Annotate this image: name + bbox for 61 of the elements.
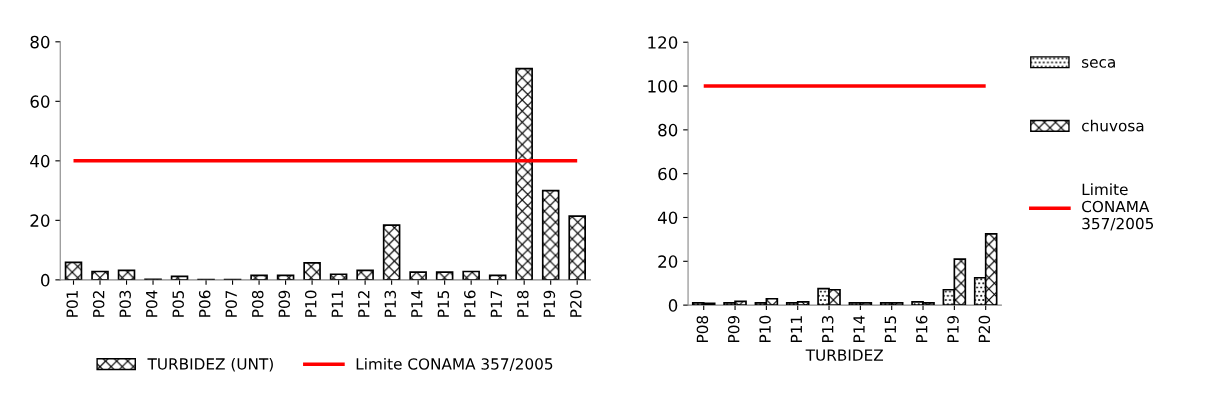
x-tick-label: P04 (145, 290, 158, 317)
bar (64, 261, 83, 280)
bar (382, 224, 401, 280)
bar (515, 67, 533, 280)
bar (329, 273, 348, 280)
x-tick-label: P14 (411, 290, 423, 317)
bar (541, 189, 560, 280)
legend-label: TURBIDEZ (UNT) (147, 357, 273, 372)
y-tick-label: 0 (668, 299, 678, 312)
x-tick-label: P19 (947, 315, 959, 342)
bar (409, 271, 427, 280)
y-tick-label: 60 (658, 167, 678, 181)
x-tick-label: P15 (884, 316, 897, 342)
y-tick-label: 60 (30, 95, 50, 108)
bar (435, 271, 454, 280)
x-tick-label: P12 (357, 291, 370, 317)
y-tick-label: 80 (658, 123, 678, 137)
x-tick-label: P18 (517, 290, 529, 317)
x-tick-label: P19 (543, 290, 556, 317)
bar (170, 275, 189, 280)
bar (462, 270, 480, 280)
legend-label: Limite CONAMA 357/2005 (356, 357, 553, 371)
x-tick-label: P08 (696, 315, 709, 342)
x-tick-label: P09 (278, 290, 291, 317)
x-tick-label: P20 (978, 315, 991, 342)
y-tick-label: 40 (657, 211, 678, 225)
bar (91, 270, 109, 280)
x-tick-label: P06 (198, 290, 211, 317)
x-tick-label: P13 (821, 316, 834, 342)
y-tick-label: 40 (30, 154, 50, 168)
bar (356, 269, 374, 280)
bar (568, 215, 586, 280)
x-tick-label: P17 (490, 290, 502, 317)
x-tick-label: P09 (727, 315, 740, 342)
x-tick-label: P20 (570, 290, 582, 317)
x-tick-label: P15 (437, 290, 450, 317)
y-tick-label: 0 (41, 273, 50, 287)
x-tick-label: P11 (790, 316, 802, 342)
legend-label: chuvosa (1082, 119, 1144, 132)
legend-label: Limite CONAMA 357/2005 (1082, 183, 1154, 231)
x-tick-label: P03 (119, 290, 131, 317)
x-axis-title: TURBIDEZ (805, 349, 884, 361)
y-tick-label: 100 (648, 80, 678, 93)
x-tick-label: P14 (853, 315, 865, 342)
x-tick-label: P02 (92, 291, 105, 317)
x-tick-label: P10 (759, 315, 771, 342)
y-tick-label: 20 (30, 214, 50, 227)
bar (303, 262, 321, 280)
x-tick-label: P11 (331, 291, 343, 317)
x-tick-label: P13 (384, 290, 397, 317)
y-tick-label: 120 (648, 36, 678, 49)
y-tick-label: 20 (658, 255, 678, 268)
x-tick-label: P08 (251, 290, 264, 317)
legend-label: seca (1082, 59, 1115, 68)
x-tick-label: P01 (66, 291, 78, 317)
x-tick-label: P10 (304, 290, 317, 317)
x-tick-label: P16 (464, 290, 476, 317)
x-tick-label: P07 (225, 290, 237, 317)
x-tick-label: P16 (915, 315, 928, 342)
y-tick-label: 80 (30, 35, 50, 49)
x-tick-label: P05 (172, 290, 184, 317)
